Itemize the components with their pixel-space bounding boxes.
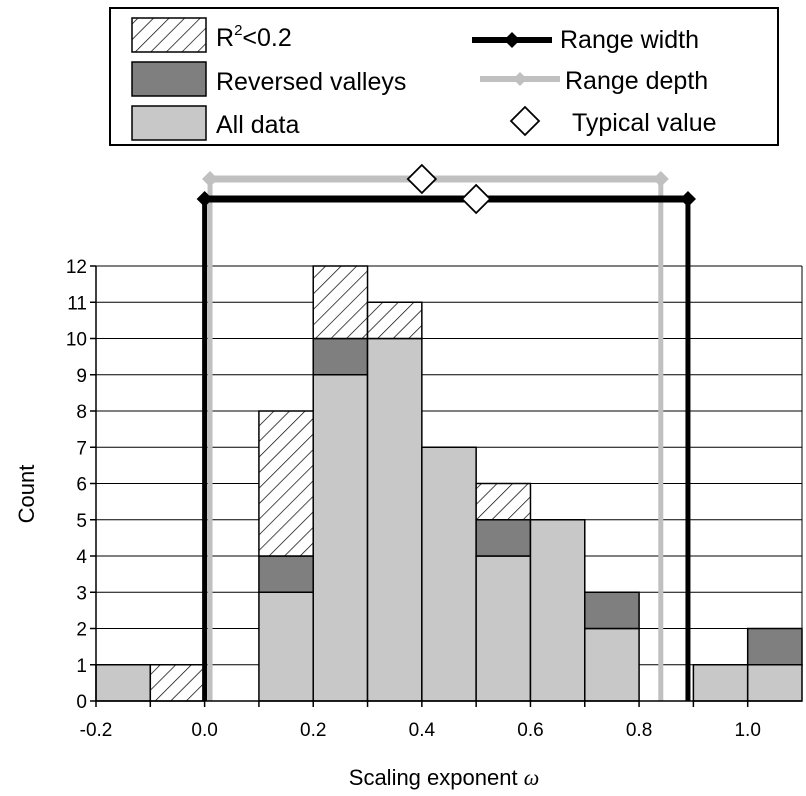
bar-all-data — [746, 664, 803, 702]
bar-all-data — [95, 664, 152, 702]
range-width-marker — [196, 191, 213, 207]
bar-reversed-valleys — [584, 591, 640, 630]
bar-all-data — [366, 337, 423, 702]
axes — [90, 265, 803, 707]
x-tick-label: 0.4 — [409, 720, 436, 741]
x-tick-label: 0.0 — [191, 720, 217, 741]
legend-marker-typical-value — [509, 105, 541, 137]
bar-all-data — [692, 664, 749, 702]
bar-reversed-valleys — [312, 337, 369, 376]
legend-swatch-r2 — [131, 17, 207, 53]
legend-label-reversed-valleys: Reversed valleys — [216, 68, 406, 96]
legend: R2<0.2 Reversed valleys All data Range w… — [109, 7, 779, 146]
y-tick-label: 11 — [67, 293, 87, 314]
x-tick-label: 1.0 — [734, 720, 760, 741]
y-tick-label: 8 — [76, 402, 87, 423]
range-width-typical-value — [460, 183, 492, 215]
x-tick-label: 0.6 — [517, 720, 543, 741]
bar-all-data — [529, 519, 586, 702]
legend-label-range-width: Range width — [560, 26, 699, 54]
bar-reversed-valleys — [475, 519, 532, 557]
range-width-marker — [679, 191, 696, 207]
y-tick-label: 6 — [76, 475, 87, 496]
bar-reversed-valleys — [746, 627, 803, 666]
bar-all-data — [475, 555, 532, 702]
x-axis-title: Scaling exponent ω — [349, 765, 539, 790]
y-tick-label: 7 — [76, 438, 87, 459]
x-tick-label: 0.8 — [626, 720, 652, 741]
bar-all-data — [584, 627, 640, 702]
range-depth-typical-value — [406, 163, 438, 195]
range-depth-marker — [202, 171, 219, 187]
y-tick-label: 1 — [76, 656, 87, 677]
legend-marker-range-depth — [513, 72, 527, 86]
bar-all-data — [312, 374, 369, 702]
y-tick-label: 9 — [76, 366, 87, 387]
bar-reversed-valleys — [258, 555, 314, 593]
bar-r2-lt-02 — [366, 301, 423, 340]
legend-label-typical-value: Typical value — [572, 109, 717, 137]
y-tick-label: 0 — [76, 692, 87, 713]
y-tick-label: 12 — [66, 257, 87, 278]
x-tick-label: 0.2 — [300, 720, 326, 741]
y-tick-label: 2 — [76, 620, 87, 641]
x-tick-label: -0.2 — [80, 720, 113, 741]
bars — [95, 265, 803, 702]
legend-marker-range-width — [504, 32, 520, 48]
y-tick-label: 4 — [76, 547, 87, 568]
legend-swatch-reversed-valleys — [131, 61, 207, 97]
range-depth-marker — [652, 171, 669, 187]
legend-label-r2: R2<0.2 — [216, 22, 292, 52]
y-tick-label: 3 — [76, 583, 87, 604]
range-lines — [196, 163, 696, 701]
bar-r2-lt-02 — [258, 410, 314, 557]
bar-all-data — [258, 591, 314, 702]
legend-label-range-depth: Range depth — [565, 67, 708, 95]
bar-r2-lt-02 — [475, 482, 532, 521]
y-tick-label: 5 — [76, 511, 87, 532]
legend-label-all-data: All data — [216, 111, 299, 139]
bar-r2-lt-02 — [149, 664, 206, 702]
y-tick-label: 10 — [66, 330, 87, 351]
bar-all-data — [421, 446, 477, 702]
y-axis-title: Count — [14, 465, 39, 524]
legend-swatch-all-data — [131, 105, 207, 141]
legend-box — [109, 7, 779, 146]
bar-r2-lt-02 — [312, 265, 369, 340]
